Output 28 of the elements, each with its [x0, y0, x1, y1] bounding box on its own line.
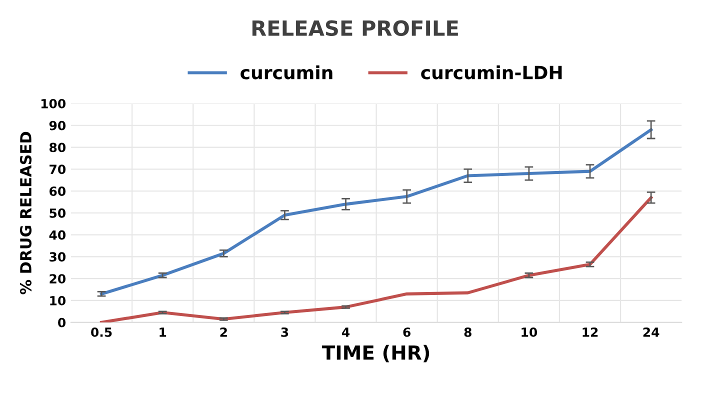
x-tick-label: 1 [160, 328, 166, 337]
x-tick-label: 3 [281, 327, 288, 337]
x-tick-label: 4 [342, 328, 350, 337]
y-tick-label: 60 [50, 186, 66, 196]
x-tick-label: 0.5 [91, 327, 112, 337]
x-axis-title: TIME (HR) [322, 344, 430, 362]
chart-title: RELEASE PROFILE [252, 20, 458, 36]
y-tick-label: 40 [49, 230, 66, 240]
x-tick-label: 6 [403, 327, 411, 337]
legend-label: curcumin [240, 65, 332, 80]
y-tick-label: 50 [50, 208, 66, 218]
y-tick-label: 20 [50, 274, 66, 284]
x-tick-label: 8 [464, 327, 472, 337]
y-tick-label: 70 [50, 164, 66, 174]
x-tick-label: 12 [582, 327, 598, 337]
y-tick-label: 100 [41, 98, 66, 108]
x-tick-label: 24 [643, 327, 660, 337]
legend-label: curcumin-LDH [421, 65, 562, 80]
y-tick-label: 30 [50, 252, 66, 262]
y-tick-label: 10 [50, 296, 66, 306]
line-series [100, 196, 653, 322]
line-series [100, 128, 653, 296]
y-axis-title: % DRUG RELEASED [20, 132, 32, 294]
x-tick-label: 10 [522, 327, 538, 337]
x-tick-label: 2 [220, 327, 227, 337]
y-tick-label: 90 [49, 120, 66, 130]
y-tick-label: 0 [58, 318, 66, 328]
y-tick-label: 80 [50, 142, 66, 152]
